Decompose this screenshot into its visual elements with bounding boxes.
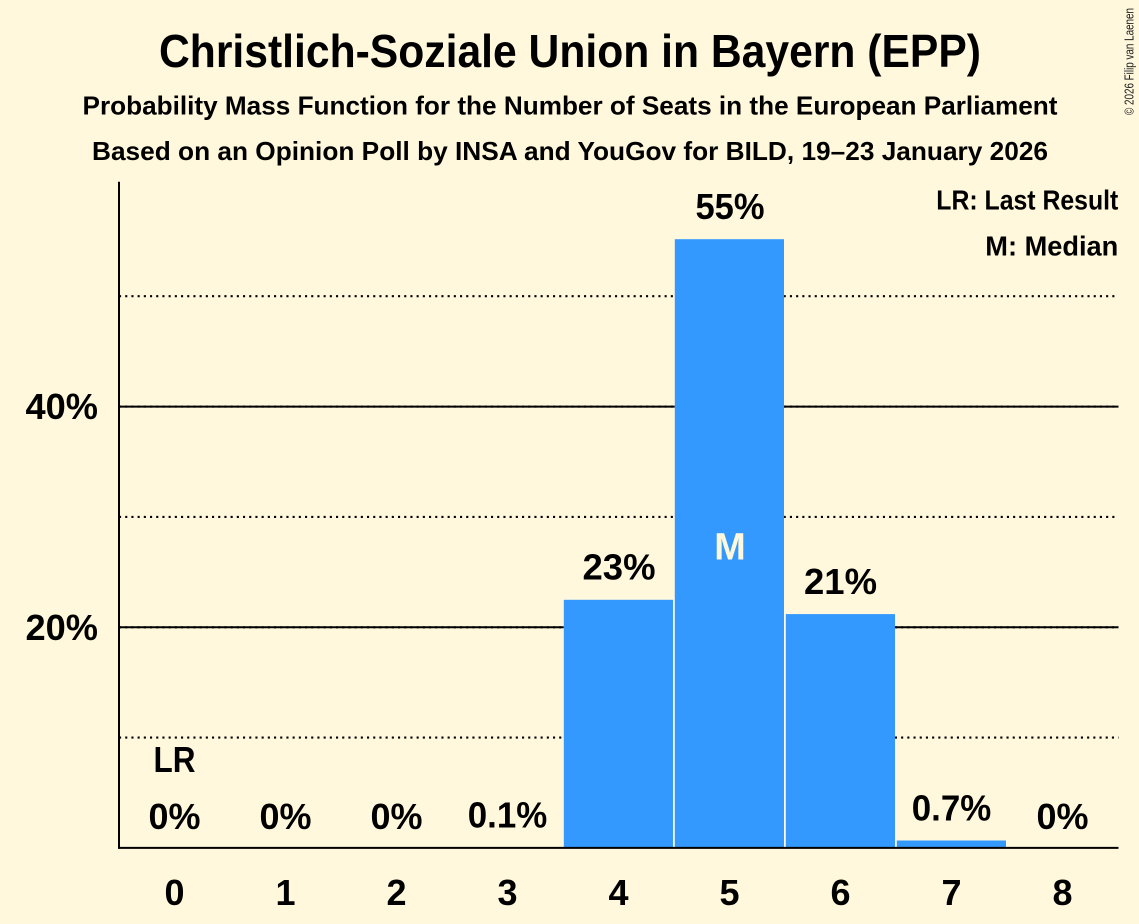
svg-text:0.1%: 0.1% [468,794,548,835]
svg-text:3: 3 [497,872,517,913]
svg-text:0%: 0% [149,796,201,837]
svg-text:21%: 21% [804,561,877,602]
svg-text:1: 1 [275,872,295,913]
svg-text:0: 0 [164,872,184,913]
svg-text:0%: 0% [1037,796,1089,837]
svg-text:© 2026 Filip van Laenen: © 2026 Filip van Laenen [1122,8,1137,115]
svg-text:5: 5 [719,872,739,913]
svg-text:23%: 23% [583,547,656,588]
svg-text:2: 2 [386,872,406,913]
svg-text:0%: 0% [371,796,423,837]
svg-text:LR: Last Result: LR: Last Result [936,185,1118,216]
svg-text:M: Median: M: Median [985,231,1118,262]
svg-text:20%: 20% [26,607,99,648]
svg-text:Probability Mass Function for: Probability Mass Function for the Number… [83,90,1058,120]
svg-text:40%: 40% [26,386,99,427]
svg-text:7: 7 [941,872,961,913]
svg-text:4: 4 [608,872,628,913]
svg-text:M: M [714,527,746,569]
svg-text:6: 6 [830,872,850,913]
svg-text:0%: 0% [260,796,312,837]
svg-text:Christlich-Soziale Union in Ba: Christlich-Soziale Union in Bayern (EPP) [159,25,981,77]
svg-text:8: 8 [1052,872,1072,913]
svg-text:0.7%: 0.7% [912,787,992,828]
svg-text:Based on an Opinion Poll by IN: Based on an Opinion Poll by INSA and You… [92,136,1048,166]
svg-text:LR: LR [154,739,196,780]
svg-text:55%: 55% [696,186,765,227]
